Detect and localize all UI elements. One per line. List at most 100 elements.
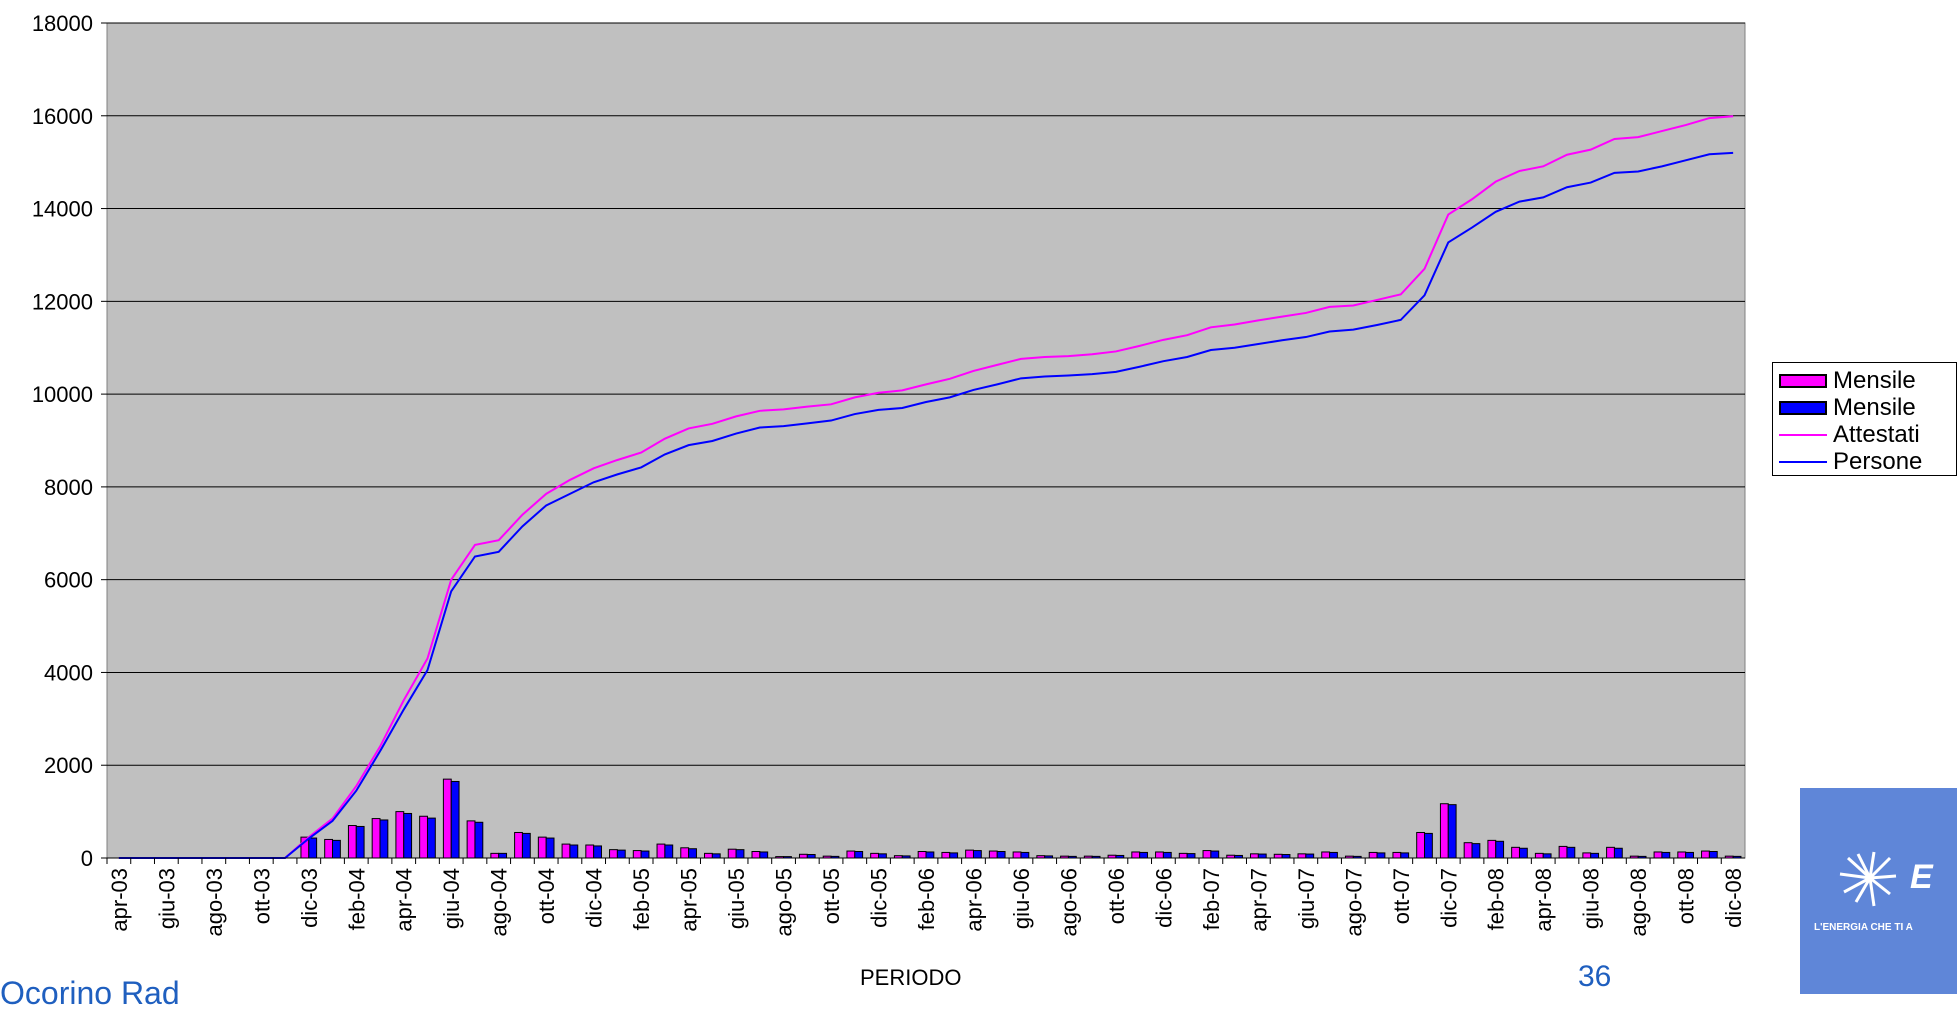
bar [1392,851,1402,859]
bar [1613,847,1623,859]
bar [371,818,381,859]
bar [616,849,626,859]
bar [1131,851,1141,859]
bar [1155,851,1164,859]
bar [1297,853,1307,859]
bar [965,849,974,859]
bar [1416,831,1426,859]
bar [846,850,856,859]
bar [545,837,555,859]
x-tick-label: ago-08 [1626,868,1651,937]
bar [878,853,887,859]
bar [450,780,460,859]
series-persone-line [118,151,1734,859]
x-tick-label: ott-07 [1389,868,1414,924]
y-axis-ticks: 0 2000 4000 6000 8000 10000 12000 14000 16000 180… [32,11,107,871]
bar [1653,851,1663,859]
x-tick-label: feb-08 [1484,868,1509,930]
legend: Mensile Mensile Attestati Persone [1772,362,1957,476]
bar [593,845,602,859]
logo-tagline: L'ENERGIA CHE TI A [1814,922,1913,933]
bar [988,850,998,859]
bar [996,851,1006,859]
legend-swatch-blue [1779,401,1827,415]
bar [704,852,713,859]
bar [1534,852,1544,859]
legend-item-persone: Persone [1779,447,1923,475]
bar [917,851,927,859]
x-tick-label: ago-06 [1056,868,1081,937]
legend-label: Persone [1833,448,1923,475]
x-tick-label: ott-06 [1104,868,1129,924]
bar [1677,851,1687,859]
bar [490,852,500,859]
y-tick-label: 6000 [44,568,93,593]
bar [585,844,595,859]
legend-line-pink [1779,434,1827,436]
bar [1250,853,1259,859]
company-logo: E L'ENERGIA CHE TI A [1800,788,1957,994]
legend-item-mensile-blue: Mensile [1779,393,1916,423]
bar [688,848,697,859]
bar [711,853,721,859]
legend-item-mensile-pink: Mensile [1779,366,1916,396]
bar [870,852,880,859]
bar [1329,851,1338,859]
x-tick-label: apr-08 [1531,868,1556,932]
x-tick-label: ago-07 [1341,868,1366,937]
x-tick-label: feb-06 [914,868,939,930]
bar [474,821,484,859]
x-tick-label: ott-03 [249,868,274,924]
bar [1708,851,1718,859]
bar [972,850,982,859]
bar [1463,842,1473,859]
bar [925,851,935,859]
x-axis-title: PERIODO [860,965,962,990]
bar [664,844,674,859]
bar [1447,804,1457,859]
bar [332,839,341,859]
bar [1020,851,1030,859]
bar [1566,846,1576,859]
x-tick-label: apr-07 [1246,868,1271,932]
bar [324,838,334,859]
bar [1210,850,1220,859]
bar [1487,839,1497,859]
x-tick-label: apr-04 [392,868,417,932]
bar [609,849,618,859]
y-tick-label: 12000 [32,289,93,314]
bar [498,852,508,859]
x-tick-label: giu-05 [724,868,749,929]
bar [419,815,428,859]
bar [1368,851,1378,859]
bar [727,848,737,859]
bar [1424,832,1433,859]
bar [1495,840,1505,859]
bar [640,850,650,859]
bar [1178,852,1188,859]
bar [1376,852,1386,859]
y-tick-label: 0 [81,846,93,871]
bar [355,825,365,859]
x-tick-label: giu-08 [1579,868,1604,929]
x-tick-label: ott-05 [819,868,844,924]
x-tick-label: apr-06 [961,868,986,932]
x-tick-label: ago-03 [202,868,227,937]
bar [1558,845,1568,859]
page-number: 36 [1578,960,1612,993]
x-tick-label: ago-04 [487,868,512,937]
bar [759,851,769,859]
plot-area [106,22,1746,859]
bar [569,844,579,859]
legend-label: Mensile [1833,367,1916,394]
bar [949,852,959,859]
bar [442,778,452,859]
y-tick-label: 8000 [44,475,93,500]
x-tick-label: dic-05 [867,868,892,928]
legend-item-attestati: Attestati [1779,420,1920,450]
x-tick-label: ott-04 [534,868,559,924]
bar [632,850,642,859]
bar [680,847,690,859]
bar [1518,847,1528,859]
